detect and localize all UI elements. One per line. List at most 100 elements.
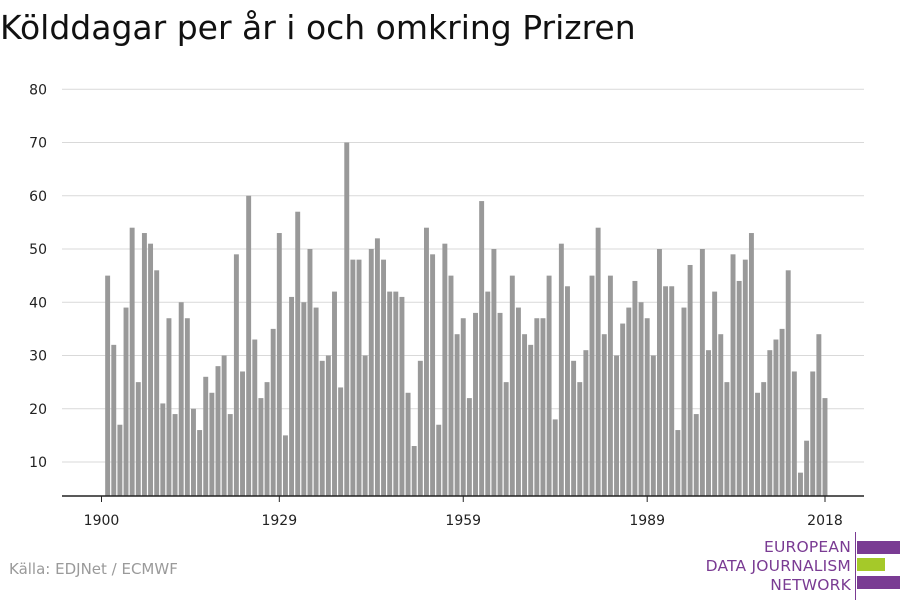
bar — [761, 382, 767, 497]
bar — [295, 211, 301, 496]
x-tick-label: 1900 — [84, 513, 120, 529]
bar — [172, 414, 178, 496]
bar — [209, 392, 215, 496]
logo-line-3: NETWORK — [770, 576, 851, 594]
bars — [105, 142, 828, 497]
bar — [816, 334, 822, 496]
bar — [522, 334, 528, 496]
bar — [491, 249, 497, 496]
bar — [460, 318, 466, 496]
bar — [454, 334, 460, 496]
y-tick-label: 50 — [29, 242, 47, 258]
logo-bar-purple-bottom — [857, 576, 900, 589]
bar — [270, 328, 276, 497]
bar — [184, 318, 190, 496]
bar — [289, 296, 295, 496]
bar — [350, 259, 356, 496]
y-tick-label: 30 — [29, 349, 47, 365]
bar — [681, 307, 687, 496]
bar — [393, 291, 399, 496]
bar — [240, 371, 245, 496]
x-tick-label: 2018 — [807, 513, 843, 529]
y-tick-label: 60 — [29, 189, 47, 205]
bar — [571, 360, 577, 496]
bar — [338, 387, 344, 496]
bar — [129, 227, 135, 496]
bar — [663, 286, 669, 496]
edjnet-logo: EUROPEAN DATA JOURNALISM NETWORK — [706, 538, 851, 595]
bar — [473, 312, 478, 496]
bar — [767, 350, 773, 496]
bar — [424, 227, 429, 496]
bar — [515, 307, 521, 496]
bar — [699, 249, 705, 496]
bar — [736, 280, 742, 496]
logo-bar-purple-top — [857, 541, 900, 554]
bar — [368, 249, 374, 496]
bar — [614, 355, 619, 496]
bar — [656, 249, 662, 496]
bar — [712, 291, 718, 496]
bar — [718, 334, 724, 496]
bar — [632, 280, 638, 496]
x-tick-label: 1989 — [629, 513, 665, 529]
bar — [650, 355, 656, 496]
bar — [497, 312, 503, 496]
bar — [577, 382, 583, 497]
logo-bar-green — [857, 558, 885, 571]
bar — [344, 142, 350, 496]
bar — [534, 318, 540, 496]
bar — [411, 446, 417, 496]
bar — [442, 243, 448, 496]
bar — [669, 286, 675, 496]
bar — [607, 275, 613, 497]
bar — [558, 243, 564, 496]
bar — [509, 275, 515, 497]
bar — [565, 286, 570, 496]
bar — [693, 414, 699, 496]
bar — [436, 424, 442, 496]
bar — [583, 350, 589, 496]
bar — [325, 355, 331, 496]
bar — [687, 264, 693, 496]
bar — [282, 435, 288, 497]
bar — [810, 371, 816, 496]
bar — [141, 233, 147, 497]
bar — [485, 291, 491, 496]
bar — [620, 323, 626, 496]
bar — [540, 318, 546, 496]
bar — [466, 398, 472, 496]
x-axis-ticks: 1900 1929 1959 1989 2018 — [84, 496, 843, 529]
bar — [166, 318, 172, 496]
bar — [589, 275, 595, 497]
bar — [399, 296, 405, 496]
y-tick-label: 20 — [29, 402, 47, 418]
bar — [528, 344, 534, 496]
bar — [307, 249, 313, 496]
bar — [804, 440, 810, 496]
bar — [479, 201, 485, 496]
bar — [773, 339, 779, 496]
bar — [785, 270, 791, 496]
bar — [246, 195, 252, 496]
bar — [638, 302, 644, 496]
bar — [276, 233, 282, 497]
bar — [215, 366, 221, 496]
bar — [724, 382, 730, 497]
bar — [430, 254, 436, 496]
bar — [626, 307, 632, 496]
bar — [105, 275, 111, 497]
y-tick-label: 80 — [29, 82, 47, 98]
chart-title: Kölddagar per år i och omkring Prizren — [0, 8, 636, 47]
bar — [755, 392, 761, 496]
bar — [417, 360, 423, 496]
bar — [319, 360, 325, 496]
bar — [227, 414, 233, 496]
bar — [503, 382, 509, 497]
bar — [135, 382, 141, 497]
bar — [252, 339, 258, 496]
bar — [221, 355, 227, 496]
bar — [178, 302, 184, 496]
bar — [154, 270, 160, 496]
